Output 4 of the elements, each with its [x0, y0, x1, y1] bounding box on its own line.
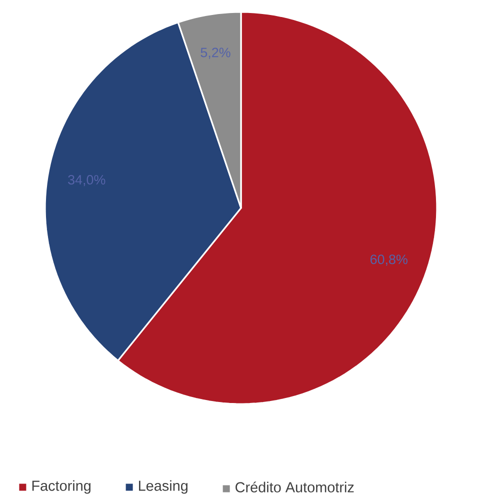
legend-label: Crédito Automotriz: [236, 482, 354, 492]
data-label: 60,8%: [370, 254, 408, 266]
legend-label: Factoring: [32, 480, 90, 494]
legend-label: Leasing: [139, 480, 188, 494]
